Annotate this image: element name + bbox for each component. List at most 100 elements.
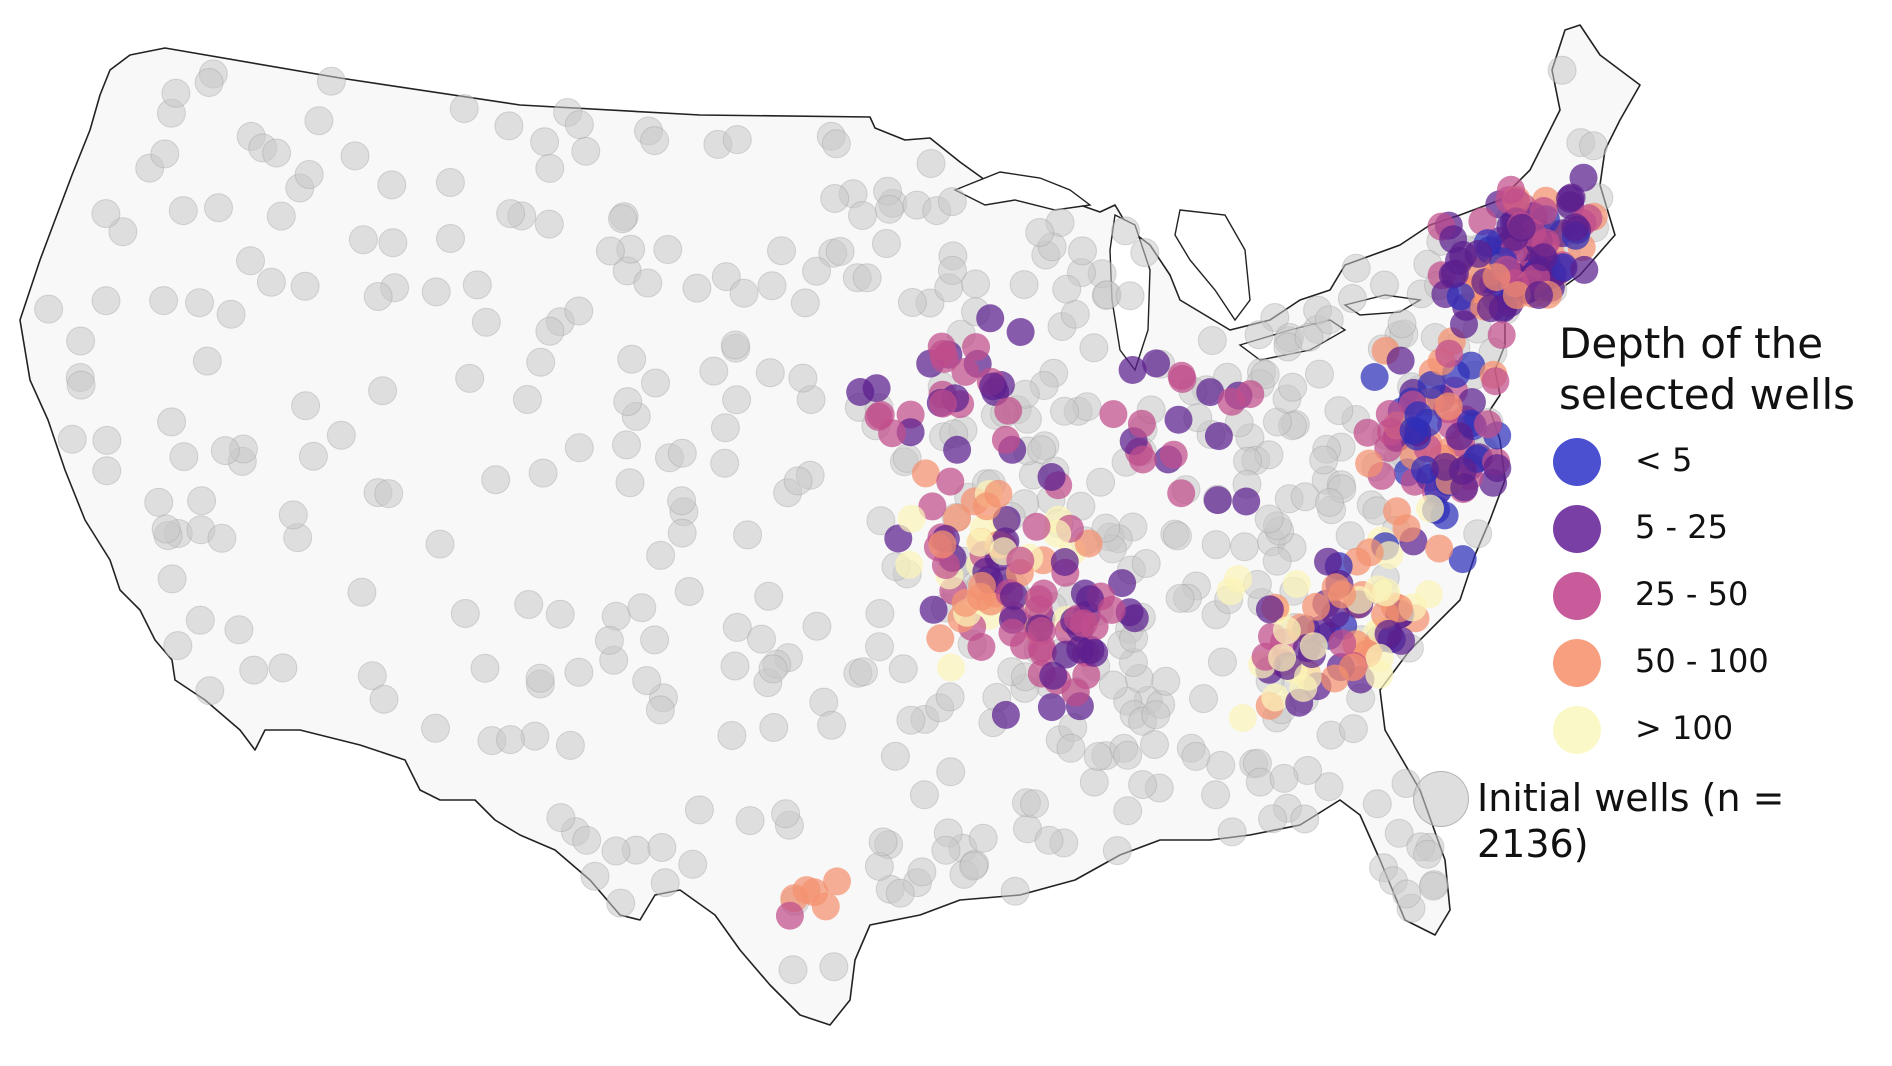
initial-well-marker [512, 385, 542, 414]
selected-well-marker [1061, 678, 1090, 707]
initial-well-marker [564, 657, 594, 687]
selected-well-marker [1039, 661, 1068, 690]
initial-well-marker [528, 458, 558, 488]
selected-well-marker [1435, 339, 1464, 368]
selected-well-marker [1353, 418, 1382, 447]
initial-well-marker [436, 224, 465, 253]
initial-well-marker [357, 661, 387, 691]
initial-well-marker [525, 663, 555, 693]
initial-well-marker [545, 599, 575, 629]
selected-well-marker [926, 624, 955, 653]
selected-well-marker [1159, 440, 1188, 469]
selected-well-marker [1365, 643, 1394, 672]
initial-well-marker [161, 78, 191, 108]
initial-well-marker [667, 438, 697, 468]
selected-well-marker [1097, 595, 1126, 624]
initial-well-marker [1079, 333, 1109, 363]
selected-well-marker [1473, 410, 1502, 439]
legend-label-lt5: < 5 [1635, 441, 1693, 479]
initial-well-marker [747, 624, 776, 654]
initial-well-marker [526, 347, 556, 377]
selected-well-marker [1416, 494, 1444, 523]
initial-well-marker [546, 803, 576, 833]
initial-well-marker [239, 655, 269, 685]
initial-well-marker [564, 296, 594, 326]
selected-well-marker [897, 504, 926, 533]
initial-well-marker [874, 194, 904, 224]
initial-well-marker [1384, 818, 1414, 848]
selected-well-marker [930, 345, 959, 373]
initial-well-marker [1201, 780, 1231, 810]
selected-well-marker [1299, 632, 1328, 661]
initial-well-marker [1315, 488, 1344, 517]
initial-well-marker [207, 523, 237, 553]
initial-well-marker [1206, 750, 1236, 780]
initial-well-marker [290, 271, 320, 301]
selected-well-marker [962, 333, 990, 362]
selected-well-marker [1556, 185, 1585, 213]
initial-well-marker [363, 282, 393, 311]
legend-title-line2: selected wells [1559, 370, 1856, 419]
initial-well-marker [667, 486, 697, 516]
selected-well-marker [1118, 356, 1147, 384]
initial-well-marker [163, 631, 193, 661]
initial-well-marker [262, 138, 292, 168]
initial-well-marker [555, 730, 585, 760]
initial-well-marker [817, 710, 847, 740]
initial-well-marker [224, 615, 254, 645]
initial-well-marker [462, 270, 492, 300]
selected-well-marker [943, 503, 972, 532]
initial-well-marker [187, 486, 217, 516]
legend-item-25-50: 25 - 50 [1405, 564, 1885, 631]
selected-well-marker [1228, 704, 1257, 732]
initial-well-marker [1314, 305, 1344, 335]
selected-well-marker [979, 372, 1008, 401]
initial-well-marker [646, 540, 676, 570]
initial-well-marker [435, 168, 465, 197]
legend-label-initial: Initial wells (n = 2136) [1477, 776, 1785, 866]
selected-well-marker [775, 901, 804, 930]
initial-well-marker [1068, 236, 1097, 266]
initial-well-marker [767, 236, 796, 266]
legend-swatch-25-50 [1553, 572, 1601, 620]
initial-well-marker [1338, 714, 1368, 744]
initial-well-marker [907, 857, 937, 887]
initial-well-marker [194, 68, 224, 97]
selected-well-marker [992, 506, 1021, 534]
initial-well-marker [710, 448, 740, 478]
initial-well-marker [1217, 817, 1247, 847]
initial-well-marker [348, 225, 378, 255]
selected-well-marker [931, 551, 960, 580]
initial-well-marker [294, 160, 324, 189]
initial-well-marker [481, 465, 511, 495]
selected-well-marker [1481, 367, 1510, 396]
initial-well-marker [1362, 789, 1392, 819]
initial-well-marker [595, 236, 625, 266]
selected-well-marker [1168, 365, 1197, 393]
initial-well-marker [667, 518, 697, 548]
selected-well-marker [1328, 580, 1357, 609]
initial-well-marker [1113, 740, 1143, 770]
legend-item-5-25: 5 - 25 [1405, 497, 1885, 564]
selected-well-marker [1392, 514, 1421, 543]
initial-well-marker [647, 833, 677, 862]
initial-well-marker [195, 676, 225, 706]
selected-well-marker [1507, 213, 1536, 242]
initial-well-marker [653, 235, 683, 264]
initial-well-marker [935, 682, 965, 712]
initial-well-marker [758, 654, 788, 684]
initial-well-marker [1418, 871, 1448, 901]
initial-well-marker [722, 612, 752, 642]
initial-well-marker [757, 271, 787, 301]
initial-well-marker [699, 356, 729, 386]
initial-well-marker [754, 581, 784, 611]
selected-well-marker [1108, 569, 1137, 598]
selected-well-marker [943, 435, 972, 464]
selected-well-marker [1483, 454, 1512, 483]
legend-item-50-100: 50 - 100 [1405, 631, 1885, 698]
selected-well-marker [994, 396, 1023, 425]
initial-well-marker [885, 878, 915, 908]
initial-well-marker [572, 825, 602, 855]
initial-well-marker [1305, 359, 1334, 389]
initial-well-marker [735, 806, 765, 836]
